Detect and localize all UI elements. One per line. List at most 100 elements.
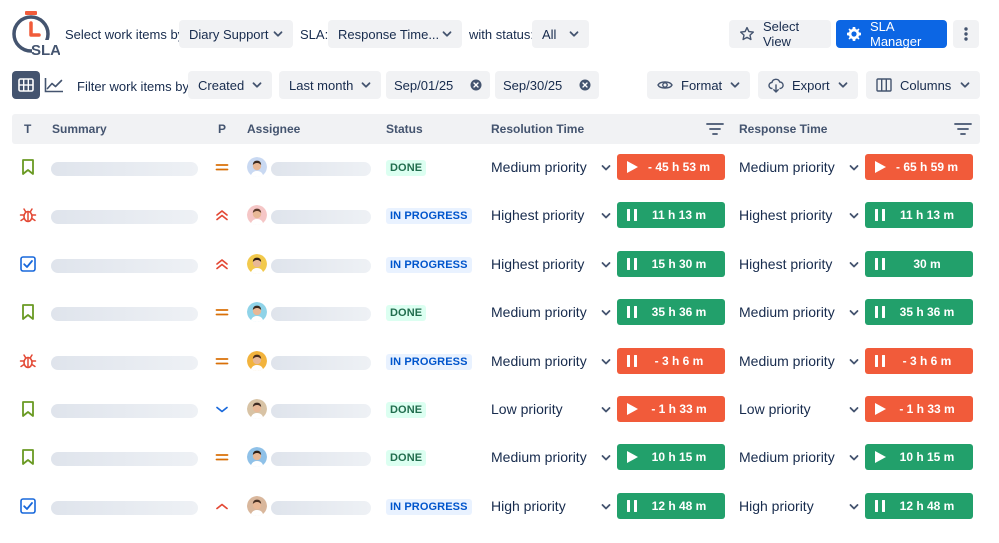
clear-icon[interactable] xyxy=(579,79,591,91)
table-row[interactable]: IN PROGRESS Highest priority 15 h 30 m H… xyxy=(12,242,980,290)
chevron-down-icon[interactable] xyxy=(849,454,859,462)
response-priority-value[interactable]: Highest priority xyxy=(739,255,833,272)
resolution-sla-timer[interactable]: 15 h 30 m xyxy=(617,250,725,277)
summary-placeholder[interactable] xyxy=(51,355,198,370)
period-dropdown[interactable]: Last month xyxy=(279,71,381,99)
resolution-priority-value[interactable]: High priority xyxy=(491,497,566,514)
bug-icon xyxy=(19,352,37,370)
table-row[interactable]: DONE Medium priority - 45 h 53 m Medium … xyxy=(12,145,980,193)
format-button[interactable]: Format xyxy=(647,71,750,99)
response-sla-value: - 1 h 33 m xyxy=(899,402,955,416)
filter-lines-icon[interactable] xyxy=(706,121,724,137)
project-dropdown[interactable]: Diary Support xyxy=(179,20,293,48)
filter-lines-icon[interactable] xyxy=(954,121,972,137)
clear-icon[interactable] xyxy=(470,79,482,91)
summary-placeholder[interactable] xyxy=(51,210,198,225)
more-actions-button[interactable] xyxy=(953,20,979,48)
status-badge[interactable]: IN PROGRESS xyxy=(386,498,472,515)
column-header-summary[interactable]: Summary xyxy=(52,122,107,136)
response-sla-timer[interactable]: - 3 h 6 m xyxy=(865,347,973,374)
status-badge[interactable]: IN PROGRESS xyxy=(386,256,472,273)
resolution-priority-value[interactable]: Medium priority xyxy=(491,304,587,321)
response-sla-timer[interactable]: - 1 h 33 m xyxy=(865,396,973,422)
summary-placeholder[interactable] xyxy=(51,258,198,273)
table-view-button[interactable] xyxy=(12,71,40,99)
chevron-down-icon[interactable] xyxy=(849,358,859,366)
response-priority-value[interactable]: High priority xyxy=(739,497,814,514)
resolution-sla-timer[interactable]: - 1 h 33 m xyxy=(617,396,725,422)
columns-button[interactable]: Columns xyxy=(866,71,980,99)
response-priority-value[interactable]: Highest priority xyxy=(739,207,833,224)
resolution-sla-timer[interactable]: 10 h 15 m xyxy=(617,444,725,471)
chevron-down-icon[interactable] xyxy=(601,406,611,414)
resolution-sla-timer[interactable]: - 3 h 6 m xyxy=(617,347,725,374)
chevron-down-icon[interactable] xyxy=(601,454,611,462)
chevron-down-icon[interactable] xyxy=(849,503,859,511)
response-sla-timer[interactable]: 30 m xyxy=(865,250,973,277)
date-field-dropdown[interactable]: Created xyxy=(188,71,272,99)
chevron-down-icon[interactable] xyxy=(849,212,859,220)
chevron-down-icon[interactable] xyxy=(849,164,859,172)
column-header-resolution-time[interactable]: Resolution Time xyxy=(491,122,585,136)
resolution-priority-value[interactable]: Low priority xyxy=(491,401,563,417)
chevron-down-icon[interactable] xyxy=(601,309,611,317)
resolution-priority-value[interactable]: Medium priority xyxy=(491,449,587,466)
chart-view-button[interactable] xyxy=(40,71,68,99)
resolution-priority-value[interactable]: Medium priority xyxy=(491,352,587,369)
resolution-priority-value[interactable]: Highest priority xyxy=(491,255,585,272)
resolution-sla-timer[interactable]: 12 h 48 m xyxy=(617,492,725,519)
date-from-field[interactable]: Sep/01/25 xyxy=(386,71,490,99)
column-header-assignee[interactable]: Assignee xyxy=(247,122,301,136)
chevron-down-icon[interactable] xyxy=(849,406,859,414)
chevron-down-icon[interactable] xyxy=(601,164,611,172)
chevron-down-icon[interactable] xyxy=(601,212,611,220)
sla-manager-button[interactable]: SLA Manager xyxy=(836,19,947,49)
resolution-priority-value[interactable]: Medium priority xyxy=(491,159,587,175)
chevron-down-icon[interactable] xyxy=(601,503,611,511)
column-header-status[interactable]: Status xyxy=(386,122,423,136)
resolution-priority-value[interactable]: Highest priority xyxy=(491,207,585,224)
summary-placeholder[interactable] xyxy=(51,452,198,467)
status-badge[interactable]: DONE xyxy=(386,160,427,176)
response-priority-value[interactable]: Low priority xyxy=(739,401,811,417)
response-priority-value[interactable]: Medium priority xyxy=(739,352,835,369)
summary-placeholder[interactable] xyxy=(51,162,198,176)
sla-dropdown[interactable]: Response Time... xyxy=(328,20,462,48)
status-badge[interactable]: DONE xyxy=(386,450,427,467)
status-badge[interactable]: IN PROGRESS xyxy=(386,353,472,370)
table-row[interactable]: IN PROGRESS Highest priority 11 h 13 m H… xyxy=(12,193,980,241)
table-row[interactable]: IN PROGRESS High priority 12 h 48 m High… xyxy=(12,484,980,532)
response-sla-timer[interactable]: 11 h 13 m xyxy=(865,202,973,229)
status-dropdown[interactable]: All xyxy=(532,20,589,48)
response-sla-timer[interactable]: - 65 h 59 m xyxy=(865,154,973,180)
status-badge[interactable]: DONE xyxy=(386,305,427,322)
summary-placeholder[interactable] xyxy=(51,307,198,322)
column-header-priority[interactable]: P xyxy=(218,122,227,136)
column-header-response-time[interactable]: Response Time xyxy=(739,122,828,136)
chevron-down-icon[interactable] xyxy=(849,261,859,269)
table-row[interactable]: DONE Medium priority 35 h 36 m Medium pr… xyxy=(12,290,980,338)
response-priority-value[interactable]: Medium priority xyxy=(739,304,835,321)
resolution-sla-timer[interactable]: 35 h 36 m xyxy=(617,299,725,326)
summary-placeholder[interactable] xyxy=(51,500,198,515)
table-row[interactable]: IN PROGRESS Medium priority - 3 h 6 m Me… xyxy=(12,339,980,387)
select-view-button[interactable]: Select View xyxy=(729,19,831,49)
export-button[interactable]: Export xyxy=(758,71,858,99)
summary-placeholder[interactable] xyxy=(51,404,198,418)
status-badge[interactable]: DONE xyxy=(386,402,427,418)
chevron-down-icon[interactable] xyxy=(849,309,859,317)
resolution-sla-timer[interactable]: 11 h 13 m xyxy=(617,202,725,229)
response-sla-timer[interactable]: 12 h 48 m xyxy=(865,492,973,519)
date-to-field[interactable]: Sep/30/25 xyxy=(495,71,599,99)
chevron-down-icon[interactable] xyxy=(601,358,611,366)
response-priority-value[interactable]: Medium priority xyxy=(739,449,835,466)
response-priority-value[interactable]: Medium priority xyxy=(739,159,835,175)
response-sla-timer[interactable]: 35 h 36 m xyxy=(865,299,973,326)
status-badge[interactable]: IN PROGRESS xyxy=(386,208,472,225)
column-header-type[interactable]: T xyxy=(24,122,32,136)
response-sla-timer[interactable]: 10 h 15 m xyxy=(865,444,973,471)
table-row[interactable]: DONE Low priority - 1 h 33 m Low priorit… xyxy=(12,387,980,435)
chevron-down-icon[interactable] xyxy=(601,261,611,269)
table-row[interactable]: DONE Medium priority 10 h 15 m Medium pr… xyxy=(12,435,980,483)
resolution-sla-timer[interactable]: - 45 h 53 m xyxy=(617,154,725,180)
